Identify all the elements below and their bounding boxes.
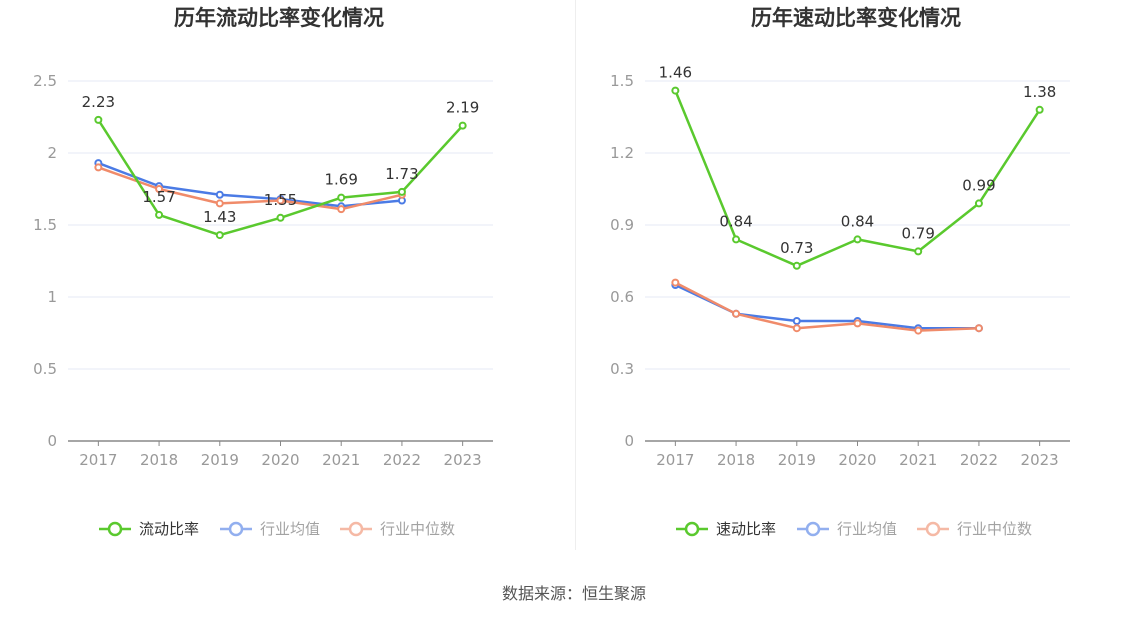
data-label: 1.69 [325, 171, 358, 189]
series-0-point[interactable] [792, 261, 801, 270]
legend-item-2[interactable]: 行业中位数 [917, 520, 1032, 538]
data-label: 0.73 [780, 239, 813, 257]
series-0-point[interactable] [94, 115, 103, 124]
series-2-point[interactable] [792, 324, 801, 333]
series-line-2 [674, 281, 979, 332]
legend-label: 速动比率 [716, 520, 776, 538]
data-label: 0.84 [841, 212, 874, 230]
series-0-point[interactable] [155, 210, 164, 219]
legend-marker [348, 521, 364, 537]
y-tick-label: 1 [47, 288, 57, 306]
series-0-point[interactable] [397, 187, 406, 196]
y-tick-label: 2 [47, 144, 57, 162]
data-label: 1.73 [385, 165, 418, 183]
series-0-point[interactable] [732, 235, 741, 244]
series-2-point[interactable] [914, 326, 923, 335]
chart-panel-current-ratio: 历年流动比率变化情况 0 0.5 1 1.5 2 2.5 2017 2018 2019 2020 20… [0, 0, 574, 560]
y-tick-label: 0.6 [610, 288, 634, 306]
data-label: 2.19 [446, 99, 479, 117]
panel-divider [575, 0, 576, 550]
y-tick-label: 0.3 [610, 360, 634, 378]
data-label: 1.55 [264, 191, 297, 209]
series-2-point[interactable] [155, 185, 164, 193]
legend-marker [228, 521, 244, 537]
y-tick-label: 0 [47, 432, 57, 450]
x-tick-label: 2023 [444, 451, 482, 469]
legend-item-1[interactable]: 行业均值 [797, 520, 897, 538]
series-0-point[interactable] [974, 199, 983, 208]
data-label: 1.38 [1023, 83, 1056, 101]
series-2-point[interactable] [337, 205, 346, 214]
x-tick-label: 2021 [322, 451, 360, 469]
data-label: 2.23 [82, 93, 115, 111]
data-label: 1.57 [142, 188, 175, 206]
chart-panel-quick-ratio: 历年速动比率变化情况 0 0.3 0.6 0.9 1.2 1.5 2017 2018 2019 20… [577, 0, 1148, 560]
legend-label: 流动比率 [139, 520, 199, 538]
legend-label: 行业均值 [260, 520, 320, 538]
x-tick-label: 2017 [79, 451, 117, 469]
legend-marker [107, 521, 123, 537]
series-0-point[interactable] [276, 213, 285, 222]
x-tick-label: 2019 [778, 451, 816, 469]
legend-label: 行业中位数 [380, 520, 455, 538]
data-label: 0.79 [902, 224, 935, 242]
x-tick-label: 2022 [383, 451, 421, 469]
x-tick-label: 2022 [960, 451, 998, 469]
x-tick-label: 2018 [717, 451, 755, 469]
legend-marker [925, 521, 941, 537]
y-tick-label: 1.2 [610, 144, 634, 162]
series-1-point[interactable] [792, 317, 801, 325]
series-2-point[interactable] [276, 196, 285, 205]
x-tick-label: 2020 [261, 451, 299, 469]
y-tick-label: 1.5 [610, 72, 634, 90]
data-label: 0.99 [962, 176, 995, 194]
source-caption: 数据来源：恒生聚源 [501, 584, 646, 603]
x-tick-label: 2017 [656, 451, 694, 469]
series-2-point[interactable] [974, 324, 983, 333]
series-0-point[interactable] [671, 86, 680, 95]
legend-marker [805, 521, 821, 537]
legend-item-2[interactable]: 行业中位数 [340, 520, 455, 538]
series-0-point[interactable] [1035, 105, 1044, 114]
data-label: 1.46 [659, 64, 692, 82]
y-tick-label: 0.5 [33, 360, 57, 378]
legend-item-0[interactable]: 流动比率 [99, 520, 199, 538]
legend-marker [684, 521, 700, 537]
legend-item-1[interactable]: 行业均值 [220, 520, 320, 538]
x-tick-label: 2023 [1021, 451, 1059, 469]
x-tick-label: 2019 [201, 451, 239, 469]
line-chart-svg: 历年流动比率变化情况 0 0.5 1 1.5 2 2.5 2017 2018 2019 2020 20… [33, 6, 493, 538]
x-tick-label: 2020 [838, 451, 876, 469]
y-tick-label: 0.9 [610, 216, 634, 234]
y-tick-label: 1.5 [33, 216, 57, 234]
series-0-point[interactable] [215, 231, 224, 240]
legend-item-0[interactable]: 速动比率 [676, 520, 776, 538]
data-label: 1.43 [203, 208, 236, 226]
chart-title: 历年速动比率变化情况 [751, 6, 961, 30]
x-tick-label: 2021 [899, 451, 937, 469]
chart-title: 历年流动比率变化情况 [174, 6, 384, 30]
x-tick-label: 2018 [140, 451, 178, 469]
series-2-point[interactable] [732, 309, 741, 318]
series-0-point[interactable] [337, 193, 346, 202]
series-2-point[interactable] [853, 319, 862, 328]
series-line-1 [97, 161, 403, 208]
series-2-point[interactable] [215, 199, 224, 208]
series-2-point[interactable] [94, 163, 103, 172]
series-0-point[interactable] [458, 121, 467, 130]
series-0-point[interactable] [914, 247, 923, 256]
legend-label: 行业中位数 [957, 520, 1032, 538]
series-1-point[interactable] [215, 190, 224, 199]
line-chart-svg: 历年速动比率变化情况 0 0.3 0.6 0.9 1.2 1.5 2017 2018 2019 20… [610, 6, 1070, 538]
y-tick-label: 0 [624, 432, 634, 450]
data-label: 0.84 [719, 212, 752, 230]
y-tick-label: 2.5 [33, 72, 57, 90]
legend-label: 行业均值 [837, 520, 897, 538]
series-line-2 [97, 166, 403, 211]
series-2-point[interactable] [671, 278, 680, 287]
series-0-point[interactable] [853, 235, 862, 244]
